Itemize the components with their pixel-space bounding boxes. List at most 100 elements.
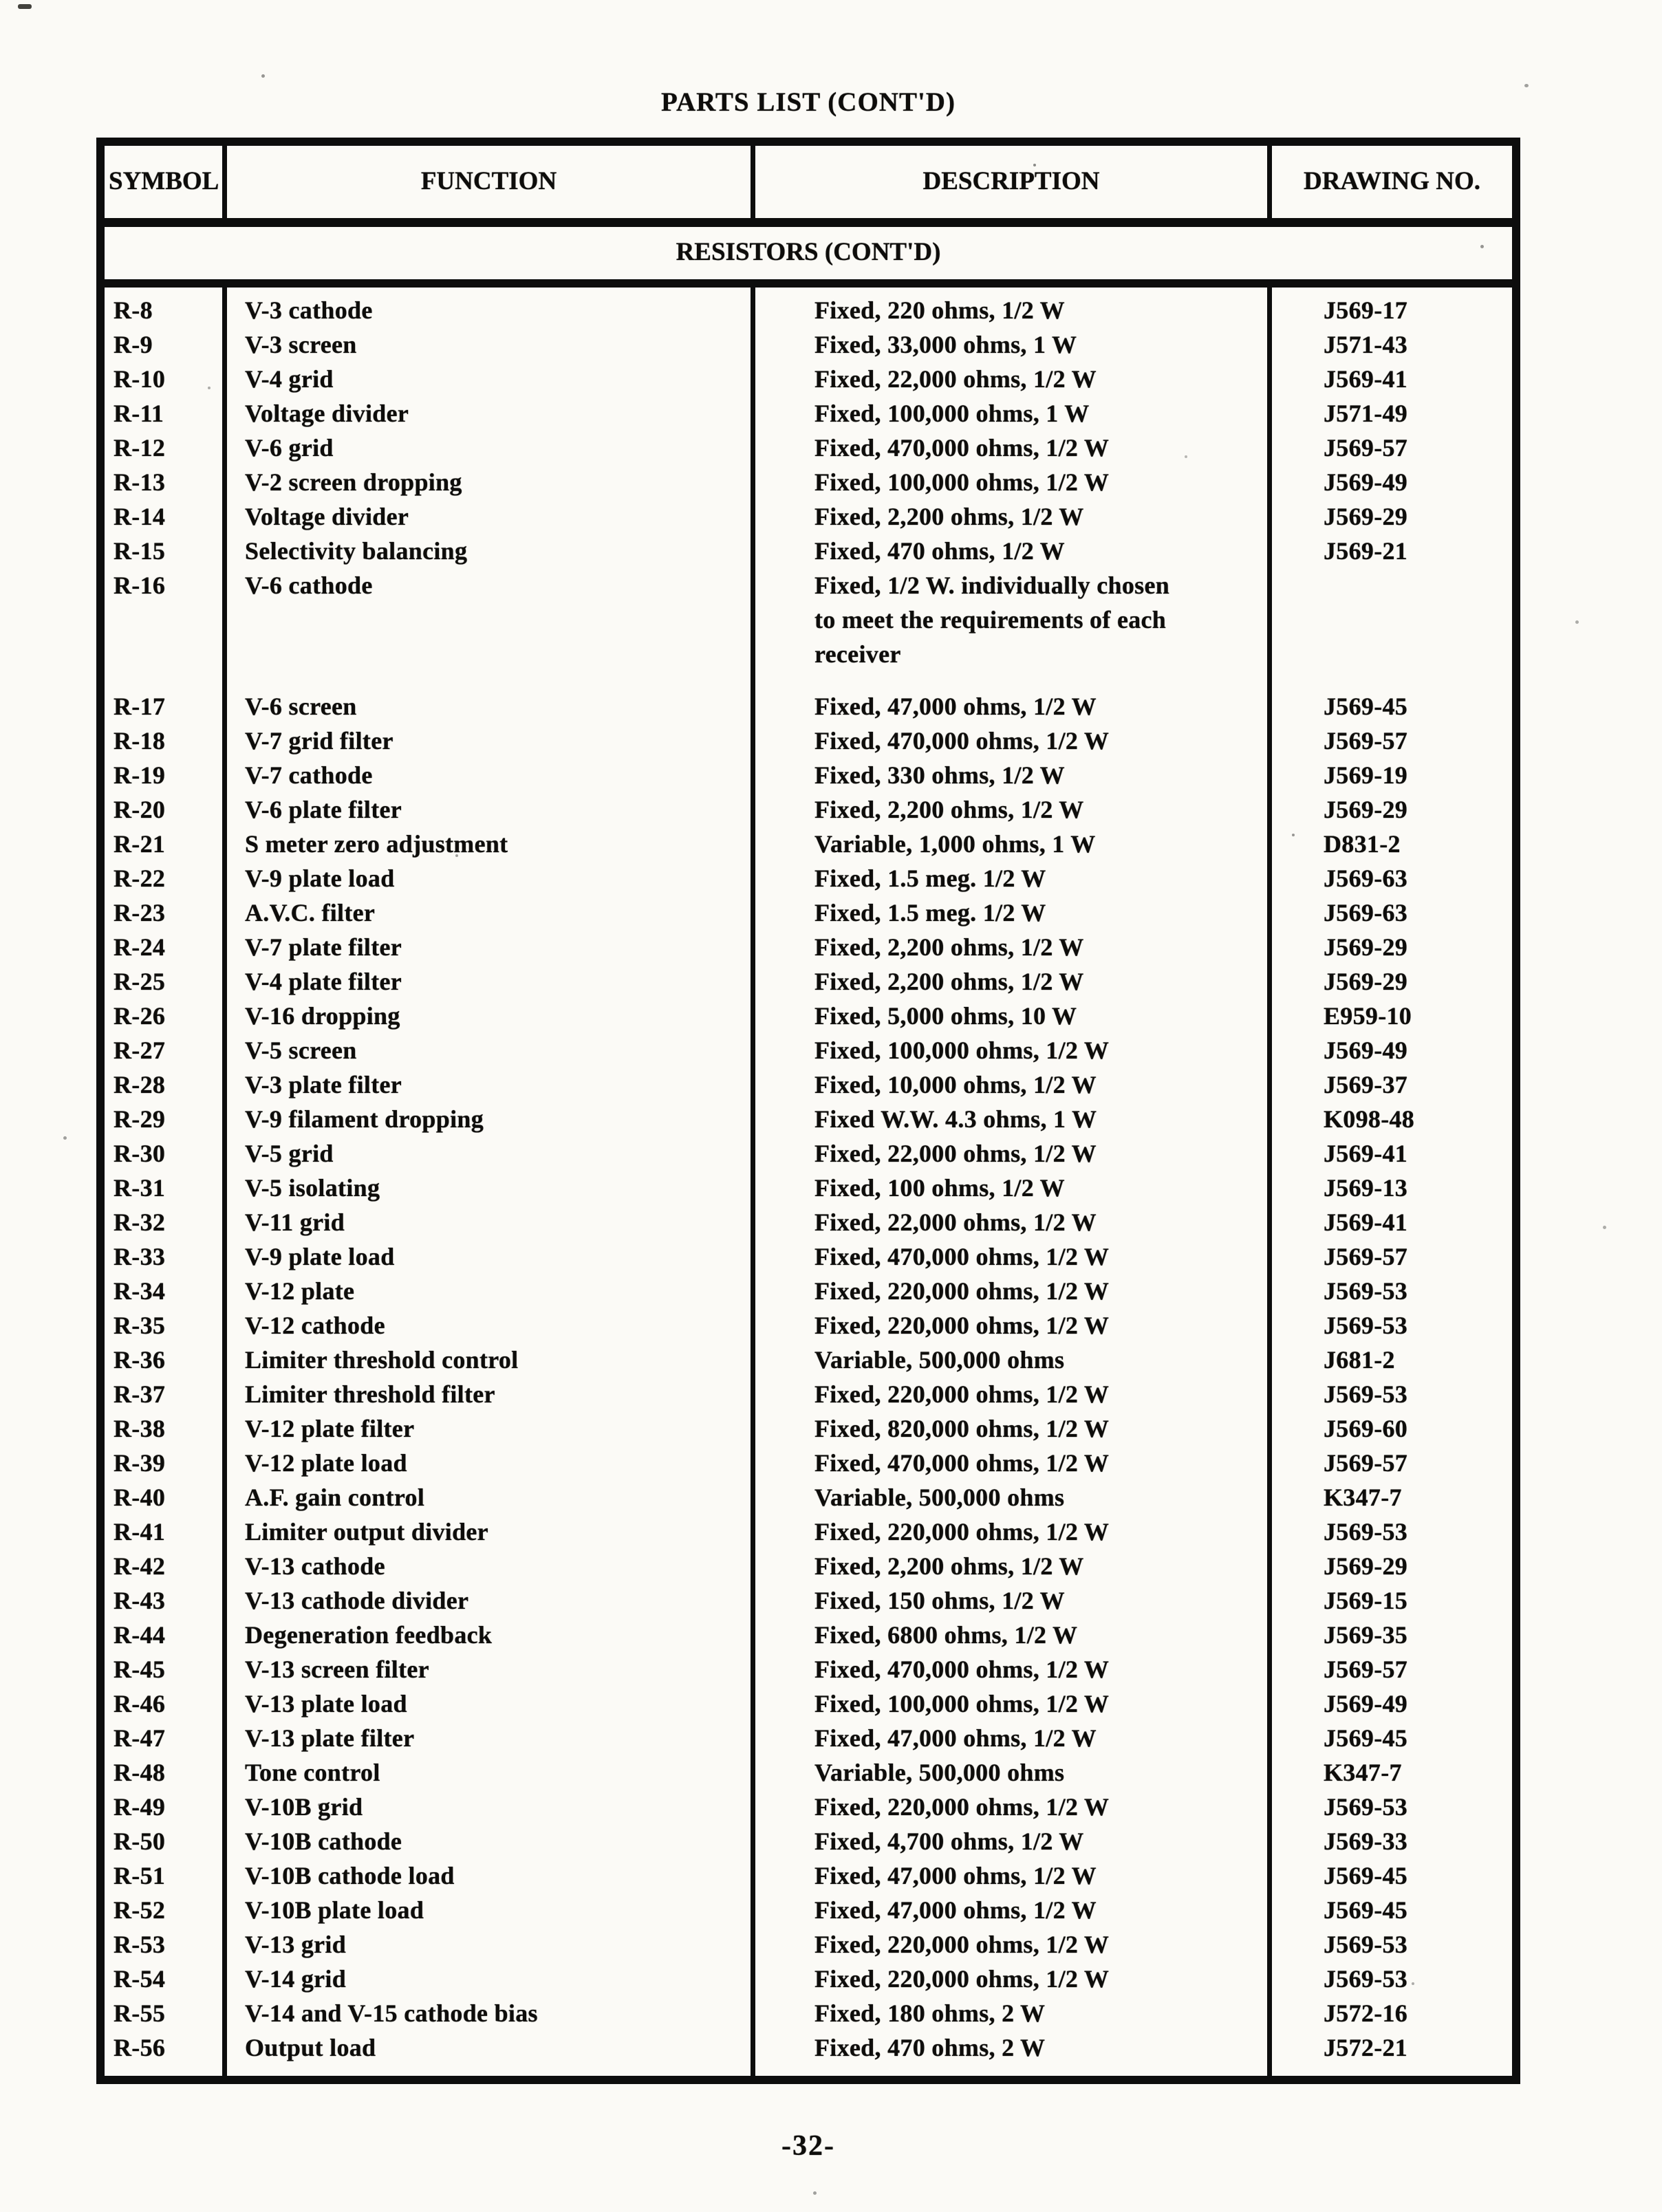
description-line: Fixed, 180 ohms, 2 W	[814, 1999, 1046, 2027]
table-row: R-14 Voltage divider Fixed, 2,200 ohms, 1/…	[105, 499, 1512, 534]
symbol-cell: R-11	[114, 400, 164, 427]
symbol-cell: R-10	[114, 365, 166, 393]
description-cell: Fixed, 100,000 ohms, 1/2 W	[755, 465, 1272, 499]
function-cell: Voltage divider	[245, 400, 409, 427]
table-row: R-45 V-13 screen filter Fixed, 470,000 ohm…	[105, 1652, 1512, 1687]
symbol-cell: R-25	[114, 968, 166, 995]
table-header-row: SYMBOL FUNCTION DESCRIPTION DRAWING NO.	[105, 146, 1512, 227]
drawing-no-cell	[1272, 568, 1512, 671]
description-line: Fixed, 4,700 ohms, 1/2 W	[814, 1828, 1084, 1855]
symbol-cell: R-15	[114, 537, 166, 565]
parts-table: SYMBOL FUNCTION DESCRIPTION DRAWING NO. RES…	[96, 138, 1520, 2084]
drawing-no-cell: J569-60	[1324, 1415, 1408, 1442]
scan-speck	[813, 2191, 817, 2195]
scan-artifact	[18, 4, 32, 9]
symbol-cell: R-23	[114, 899, 166, 926]
drawing-no-cell: J571-43	[1324, 331, 1408, 358]
drawing-no-cell: D831-2	[1324, 830, 1401, 858]
table-row: R-30 V-5 grid Fixed, 22,000 ohms, 1/2 W J56…	[105, 1136, 1512, 1171]
description-line: Fixed, 220,000 ohms, 1/2 W	[814, 1518, 1110, 1546]
description-cell: Fixed, 100 ohms, 1/2 W	[755, 1171, 1272, 1205]
table-row: R-13 V-2 screen dropping Fixed, 100,000 oh…	[105, 465, 1512, 499]
table-row: R-48 Tone control Variable, 500,000 ohms K3…	[105, 1755, 1512, 1790]
scan-speck	[1185, 455, 1187, 458]
description-line: Fixed W.W. 4.3 ohms, 1 W	[814, 1105, 1097, 1133]
function-cell: V-4 grid	[245, 365, 334, 393]
function-cell: Selectivity balancing	[245, 537, 468, 565]
description-cell: Fixed, 330 ohms, 1/2 W	[755, 758, 1272, 792]
column-header-function: FUNCTION	[227, 146, 755, 218]
symbol-cell: R-30	[114, 1140, 166, 1167]
symbol-cell: R-24	[114, 933, 166, 961]
function-cell: V-9 plate load	[245, 1243, 395, 1270]
description-line: Fixed, 33,000 ohms, 1 W	[814, 331, 1077, 358]
function-cell: V-6 grid	[245, 434, 334, 462]
scan-speck	[63, 1136, 67, 1140]
table-row: R-55 V-14 and V-15 cathode bias Fixed, 180…	[105, 1996, 1512, 2030]
drawing-no-cell: J569-29	[1324, 503, 1408, 530]
symbol-cell: R-29	[114, 1105, 166, 1133]
table-row: R-21 S meter zero adjustment Variable, 1,0…	[105, 827, 1512, 861]
drawing-no-cell: J569-29	[1324, 933, 1408, 961]
description-cell: Variable, 500,000 ohms	[755, 1343, 1272, 1377]
description-line: Fixed, 47,000 ohms, 1/2 W	[814, 1724, 1097, 1752]
description-line: Fixed, 47,000 ohms, 1/2 W	[814, 693, 1097, 720]
column-divider	[751, 288, 755, 2076]
description-cell: Fixed, 47,000 ohms, 1/2 W	[755, 1893, 1272, 1927]
table-row: R-17 V-6 screen Fixed, 47,000 ohms, 1/2 W J…	[105, 689, 1512, 724]
function-cell: V-7 grid filter	[245, 727, 393, 755]
table-row: R-19 V-7 cathode Fixed, 330 ohms, 1/2 W J56…	[105, 758, 1512, 792]
function-cell: Degeneration feedback	[245, 1621, 493, 1649]
table-row: R-15 Selectivity balancing Fixed, 470 ohms…	[105, 534, 1512, 568]
symbol-cell: R-21	[114, 830, 166, 858]
table-row: R-31 V-5 isolating Fixed, 100 ohms, 1/2 W J…	[105, 1171, 1512, 1205]
drawing-no-cell: J569-37	[1324, 1071, 1408, 1098]
description-line: to meet the requirements of each	[814, 606, 1167, 633]
function-cell: V-10B cathode load	[245, 1862, 455, 1889]
description-line: Fixed, 220,000 ohms, 1/2 W	[814, 1965, 1110, 1993]
table-row: R-34 V-12 plate Fixed, 220,000 ohms, 1/2 W…	[105, 1274, 1512, 1308]
description-line: Fixed, 10,000 ohms, 1/2 W	[814, 1071, 1097, 1098]
scan-speck	[208, 387, 211, 389]
symbol-cell: R-40	[114, 1484, 166, 1511]
scan-speck	[1033, 164, 1036, 166]
description-line: Fixed, 2,200 ohms, 1/2 W	[814, 933, 1084, 961]
description-cell: Fixed, 6800 ohms, 1/2 W	[755, 1618, 1272, 1652]
function-cell: Limiter output divider	[245, 1518, 488, 1546]
function-cell: V-12 plate load	[245, 1449, 407, 1477]
drawing-no-cell: J569-53	[1324, 1518, 1408, 1546]
drawing-no-cell: J569-63	[1324, 865, 1408, 892]
scan-speck	[1412, 1982, 1414, 1985]
description-line: Fixed, 6800 ohms, 1/2 W	[814, 1621, 1078, 1649]
table-row: R-8 V-3 cathode Fixed, 220 ohms, 1/2 W J569…	[105, 293, 1512, 327]
function-cell: V-10B plate load	[245, 1896, 424, 1924]
description-line: Fixed, 470,000 ohms, 1/2 W	[814, 727, 1110, 755]
drawing-no-cell: J569-19	[1324, 761, 1408, 789]
description-line: Fixed, 100 ohms, 1/2 W	[814, 1174, 1065, 1202]
description-line: Variable, 1,000 ohms, 1 W	[814, 830, 1096, 858]
description-cell: Fixed, 100,000 ohms, 1/2 W	[755, 1687, 1272, 1721]
description-cell: Fixed, 220,000 ohms, 1/2 W	[755, 1790, 1272, 1824]
symbol-cell: R-36	[114, 1346, 166, 1374]
symbol-cell: R-47	[114, 1724, 166, 1752]
symbol-cell: R-34	[114, 1277, 166, 1305]
function-cell: A.F. gain control	[245, 1484, 425, 1511]
scan-speck	[455, 854, 458, 857]
table-row: R-54 V-14 grid Fixed, 220,000 ohms, 1/2 W J…	[105, 1962, 1512, 1996]
function-cell: V-13 plate filter	[245, 1724, 415, 1752]
drawing-no-cell: J569-53	[1324, 1793, 1408, 1821]
drawing-no-cell: J569-21	[1324, 537, 1408, 565]
drawing-no-cell: J569-57	[1324, 727, 1408, 755]
description-cell: Fixed, 100,000 ohms, 1 W	[755, 396, 1272, 431]
description-line: Fixed, 220,000 ohms, 1/2 W	[814, 1312, 1110, 1339]
drawing-no-cell: E959-10	[1324, 1002, 1412, 1030]
table-row: R-16 V-6 cathode Fixed, 1/2 W. individuall…	[105, 568, 1512, 671]
symbol-cell: R-16	[114, 572, 166, 599]
symbol-cell: R-38	[114, 1415, 166, 1442]
description-line: Fixed, 2,200 ohms, 1/2 W	[814, 796, 1084, 823]
symbol-cell: R-20	[114, 796, 166, 823]
table-row: R-24 V-7 plate filter Fixed, 2,200 ohms, 1…	[105, 930, 1512, 964]
table-row: R-28 V-3 plate filter Fixed, 10,000 ohms, …	[105, 1067, 1512, 1102]
description-line: receiver	[814, 640, 901, 668]
page-number: -32-	[781, 2130, 835, 2162]
